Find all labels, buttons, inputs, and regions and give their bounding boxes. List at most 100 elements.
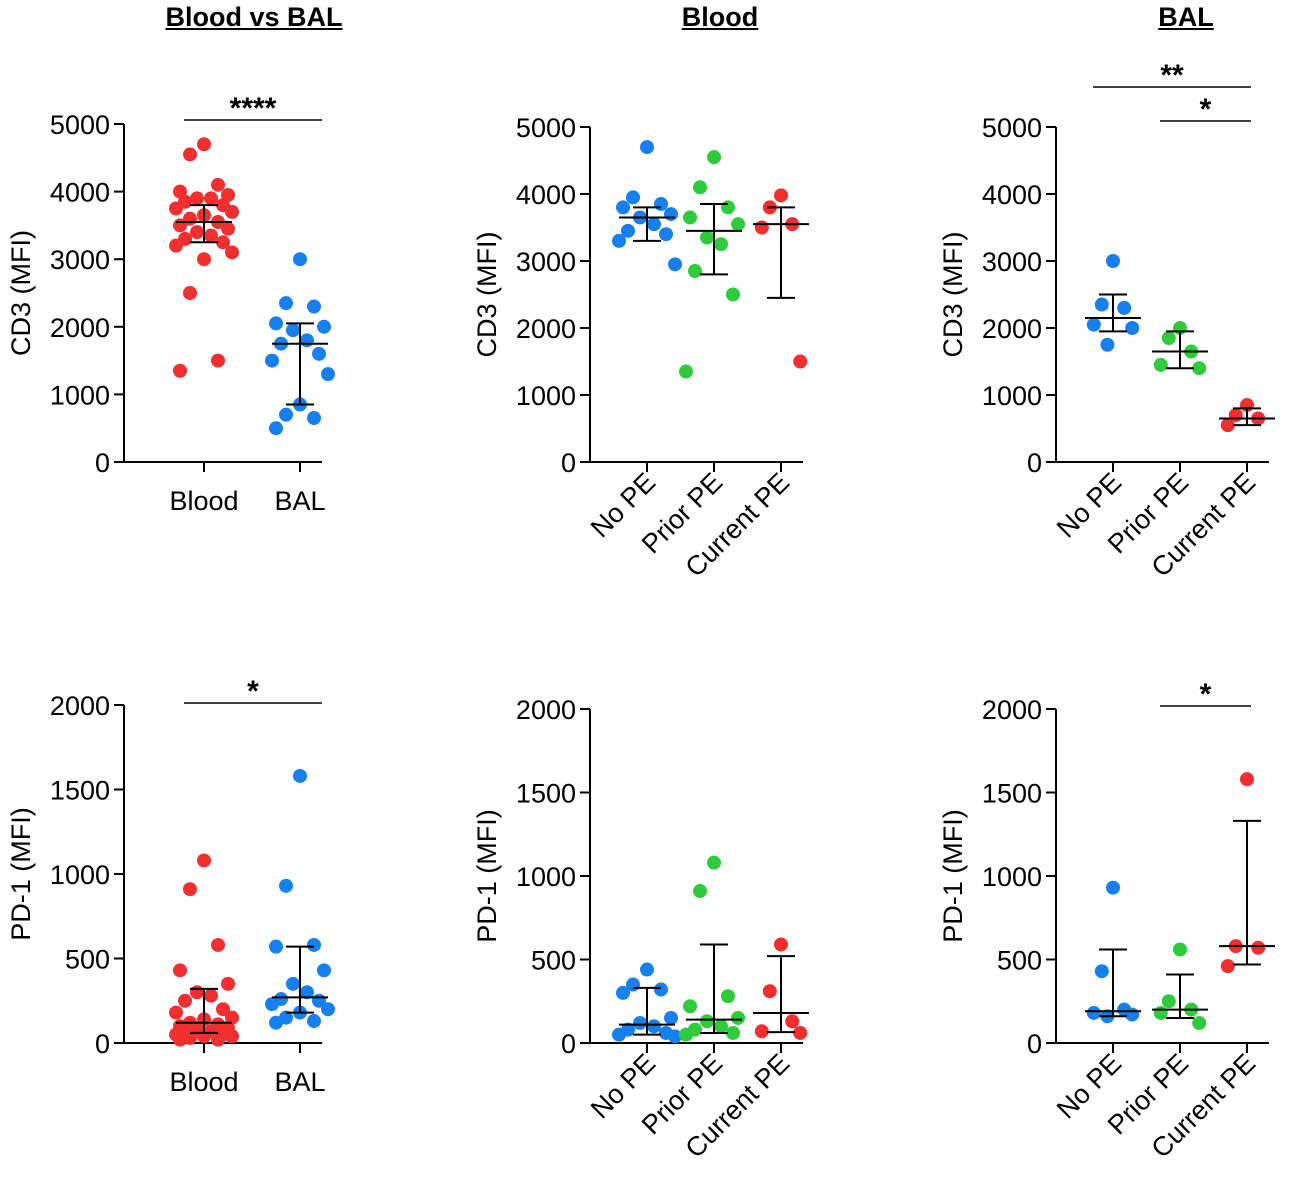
- series-no-pe: [612, 962, 682, 1044]
- data-point: [1086, 317, 1101, 332]
- data-point: [640, 962, 654, 977]
- column-title-blood: Blood: [681, 2, 759, 32]
- data-point: [668, 257, 682, 272]
- data-point: [683, 999, 697, 1014]
- data-point: [204, 191, 218, 206]
- series-blood: [169, 137, 239, 378]
- data-point: [700, 230, 714, 245]
- data-point: [1125, 1007, 1140, 1022]
- y-tick-label: 0: [95, 448, 110, 478]
- y-axis-label: PD-1 (MFI): [938, 809, 968, 942]
- y-tick-label: 500: [531, 946, 576, 976]
- data-point: [1220, 418, 1235, 433]
- data-point: [216, 1002, 230, 1017]
- data-point: [793, 1025, 808, 1040]
- data-point: [279, 296, 293, 311]
- data-point: [707, 150, 721, 165]
- x-tick-label-blood: Blood: [169, 1067, 238, 1097]
- data-point: [654, 982, 668, 997]
- data-point: [225, 245, 239, 260]
- data-point: [1220, 959, 1235, 974]
- data-point: [721, 200, 735, 215]
- data-point: [1161, 994, 1176, 1009]
- y-tick-label: 4000: [516, 180, 576, 210]
- y-tick-label: 500: [65, 945, 110, 975]
- data-point: [183, 286, 197, 300]
- data-point: [721, 989, 735, 1004]
- data-point: [1106, 254, 1120, 268]
- data-point: [774, 937, 788, 952]
- data-point: [190, 225, 204, 240]
- data-point: [173, 218, 187, 233]
- y-tick-label: 4000: [50, 178, 110, 208]
- data-point: [1240, 772, 1254, 787]
- data-point: [225, 204, 239, 219]
- data-point: [1161, 331, 1176, 346]
- data-point: [707, 855, 721, 870]
- data-point: [211, 177, 225, 192]
- column-title-bal: BAL: [1158, 2, 1214, 32]
- data-point: [190, 985, 204, 1000]
- data-point: [169, 201, 183, 216]
- data-point: [265, 353, 279, 368]
- data-point: [169, 1005, 183, 1020]
- y-tick-label: 0: [561, 1029, 576, 1059]
- y-tick-label: 2000: [516, 695, 576, 725]
- data-point: [279, 878, 293, 893]
- series-prior-pe: [679, 150, 745, 379]
- y-tick-label: 2000: [50, 691, 110, 721]
- data-point: [173, 963, 187, 978]
- data-point: [1153, 1005, 1168, 1020]
- data-point: [679, 1027, 693, 1042]
- series-bal: [265, 252, 335, 436]
- data-point: [204, 988, 218, 1003]
- data-point: [714, 1019, 728, 1034]
- y-tick-label: 1000: [50, 380, 110, 410]
- y-tick-label: 2000: [516, 314, 576, 344]
- data-point: [173, 363, 187, 378]
- data-point: [621, 223, 635, 238]
- y-tick-label: 0: [1027, 1029, 1042, 1059]
- data-point: [221, 976, 235, 991]
- data-point: [664, 1010, 678, 1025]
- data-point: [793, 354, 808, 369]
- data-point: [211, 937, 225, 952]
- data-point: [211, 353, 225, 368]
- data-point: [726, 287, 740, 302]
- data-point: [1192, 1015, 1207, 1030]
- data-point: [307, 411, 321, 426]
- x-tick-label-bal: BAL: [274, 1067, 325, 1097]
- data-point: [269, 421, 283, 436]
- data-point: [693, 884, 707, 899]
- y-tick-label: 1000: [516, 862, 576, 892]
- data-point: [317, 319, 331, 334]
- panel-cd3-blood-vs-bal: 0 1000 2000 3000 4000 5000 CD3 (MFI) Blood BAL **…: [6, 92, 335, 516]
- data-point: [225, 1029, 239, 1044]
- data-point: [173, 1032, 187, 1047]
- data-point: [714, 237, 728, 252]
- series-blood: [169, 853, 239, 1047]
- data-point: [640, 140, 654, 155]
- data-point: [216, 235, 230, 250]
- data-point: [647, 1019, 661, 1034]
- data-point: [183, 882, 197, 897]
- column-title-blood-vs-bal: Blood vs BAL: [165, 2, 343, 32]
- y-tick-label: 3000: [982, 247, 1042, 277]
- data-point: [190, 191, 204, 206]
- y-tick-label: 5000: [50, 110, 110, 140]
- data-point: [731, 217, 745, 232]
- data-point: [1094, 964, 1109, 979]
- data-point: [612, 1027, 626, 1042]
- y-axis-label: CD3 (MFI): [938, 232, 968, 358]
- data-point: [197, 252, 211, 267]
- data-point: [211, 1032, 225, 1047]
- y-tick-label: 0: [95, 1029, 110, 1059]
- data-point: [307, 937, 321, 952]
- y-tick-label: 1500: [982, 779, 1042, 809]
- y-tick-label: 500: [997, 946, 1042, 976]
- y-tick-label: 0: [1027, 448, 1042, 478]
- data-point: [286, 976, 300, 991]
